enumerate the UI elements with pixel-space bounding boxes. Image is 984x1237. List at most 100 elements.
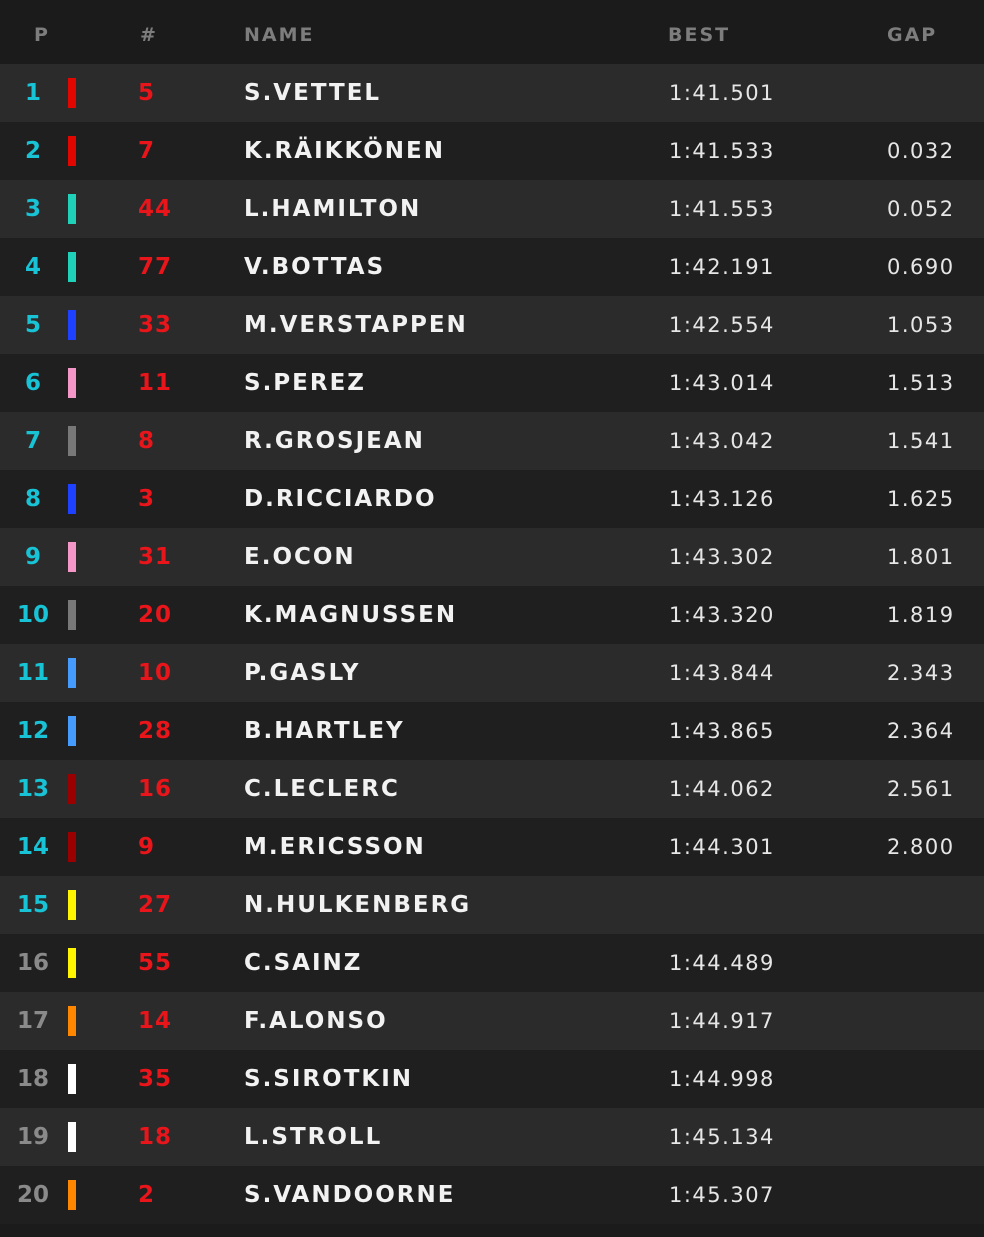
position-cell: 10 (16, 602, 49, 628)
best-time-cell: 1:44.301 (669, 835, 775, 859)
driver-name-cell: V.BOTTAS (244, 254, 386, 280)
driver-name-cell: M.VERSTAPPEN (244, 312, 468, 338)
table-row[interactable]: 7 8 R.GROSJEAN 1:43.042 1.541 (0, 412, 984, 470)
driver-name-cell: S.VETTEL (244, 80, 382, 106)
driver-name-cell: M.ERICSSON (244, 834, 426, 860)
team-color-bar (68, 890, 76, 920)
car-number-cell: 3 (138, 486, 156, 512)
position-cell: 16 (16, 950, 49, 976)
position-cell: 18 (16, 1066, 49, 1092)
table-row[interactable]: 1 5 S.VETTEL 1:41.501 (0, 64, 984, 122)
team-color-bar (68, 600, 76, 630)
team-color-bar (68, 774, 76, 804)
gap-cell: 0.690 (887, 255, 955, 279)
driver-name-cell: C.SAINZ (244, 950, 363, 976)
position-cell: 15 (16, 892, 49, 918)
table-row[interactable]: 11 10 P.GASLY 1:43.844 2.343 (0, 644, 984, 702)
gap-cell: 1.801 (887, 545, 955, 569)
driver-name-cell: S.PEREZ (244, 370, 366, 396)
car-number-cell: 44 (138, 196, 173, 222)
team-color-bar (68, 310, 76, 340)
table-row[interactable]: 14 9 M.ERICSSON 1:44.301 2.800 (0, 818, 984, 876)
table-row[interactable]: 4 77 V.BOTTAS 1:42.191 0.690 (0, 238, 984, 296)
position-cell: 6 (24, 370, 41, 396)
best-time-cell: 1:44.998 (669, 1067, 775, 1091)
team-color-bar (68, 542, 76, 572)
position-cell: 5 (24, 312, 41, 338)
position-cell: 1 (24, 80, 41, 106)
team-color-bar (68, 426, 76, 456)
best-time-cell: 1:43.126 (669, 487, 775, 511)
car-number-cell: 28 (138, 718, 173, 744)
gap-cell: 2.343 (887, 661, 955, 685)
team-color-bar (68, 1180, 76, 1210)
position-cell: 7 (24, 428, 41, 454)
car-number-cell: 11 (138, 370, 173, 396)
table-row[interactable]: 9 31 E.OCON 1:43.302 1.801 (0, 528, 984, 586)
team-color-bar (68, 484, 76, 514)
results-list: 1 5 S.VETTEL 1:41.501 2 7 K.RÄIKKÖNEN 1:41.533 0… (0, 64, 984, 1224)
car-number-cell: 16 (138, 776, 173, 802)
position-cell: 13 (16, 776, 49, 802)
table-row[interactable]: 16 55 C.SAINZ 1:44.489 (0, 934, 984, 992)
driver-name-cell: N.HULKENBERG (244, 892, 472, 918)
driver-name-cell: E.OCON (244, 544, 356, 570)
car-number-cell: 14 (138, 1008, 173, 1034)
best-time-cell: 1:43.014 (669, 371, 775, 395)
table-row[interactable]: 13 16 C.LECLERC 1:44.062 2.561 (0, 760, 984, 818)
best-time-cell: 1:41.553 (669, 197, 775, 221)
best-time-cell: 1:45.307 (669, 1183, 775, 1207)
table-row[interactable]: 18 35 S.SIROTKIN 1:44.998 (0, 1050, 984, 1108)
table-row[interactable]: 15 27 N.HULKENBERG (0, 876, 984, 934)
table-row[interactable]: 17 14 F.ALONSO 1:44.917 (0, 992, 984, 1050)
position-cell: 3 (24, 196, 41, 222)
car-number-cell: 7 (138, 138, 156, 164)
driver-name-cell: P.GASLY (244, 660, 361, 686)
table-row[interactable]: 19 18 L.STROLL 1:45.134 (0, 1108, 984, 1166)
position-cell: 9 (24, 544, 41, 570)
best-time-cell: 1:43.302 (669, 545, 775, 569)
team-color-bar (68, 252, 76, 282)
position-cell: 17 (16, 1008, 49, 1034)
team-color-bar (68, 658, 76, 688)
header-best: BEST (668, 24, 731, 46)
best-time-cell: 1:44.489 (669, 951, 775, 975)
table-row[interactable]: 2 7 K.RÄIKKÖNEN 1:41.533 0.032 (0, 122, 984, 180)
driver-name-cell: C.LECLERC (244, 776, 400, 802)
table-row[interactable]: 5 33 M.VERSTAPPEN 1:42.554 1.053 (0, 296, 984, 354)
table-row[interactable]: 20 2 S.VANDOORNE 1:45.307 (0, 1166, 984, 1224)
car-number-cell: 35 (138, 1066, 173, 1092)
gap-cell: 2.561 (887, 777, 955, 801)
best-time-cell: 1:45.134 (669, 1125, 775, 1149)
table-row[interactable]: 10 20 K.MAGNUSSEN 1:43.320 1.819 (0, 586, 984, 644)
table-row[interactable]: 12 28 B.HARTLEY 1:43.865 2.364 (0, 702, 984, 760)
best-time-cell: 1:43.320 (669, 603, 775, 627)
team-color-bar (68, 136, 76, 166)
best-time-cell: 1:42.191 (669, 255, 775, 279)
header-name: NAME (244, 24, 315, 46)
position-cell: 2 (24, 138, 41, 164)
position-cell: 8 (24, 486, 41, 512)
car-number-cell: 27 (138, 892, 173, 918)
driver-name-cell: K.RÄIKKÖNEN (244, 138, 446, 164)
driver-name-cell: D.RICCIARDO (244, 486, 437, 512)
table-row[interactable]: 3 44 L.HAMILTON 1:41.553 0.052 (0, 180, 984, 238)
team-color-bar (68, 948, 76, 978)
team-color-bar (68, 832, 76, 862)
team-color-bar (68, 1064, 76, 1094)
table-row[interactable]: 6 11 S.PEREZ 1:43.014 1.513 (0, 354, 984, 412)
gap-cell: 1.819 (887, 603, 955, 627)
table-row[interactable]: 8 3 D.RICCIARDO 1:43.126 1.625 (0, 470, 984, 528)
best-time-cell: 1:43.865 (669, 719, 775, 743)
car-number-cell: 77 (138, 254, 173, 280)
gap-cell: 0.052 (887, 197, 955, 221)
car-number-cell: 33 (138, 312, 173, 338)
car-number-cell: 8 (138, 428, 156, 454)
best-time-cell: 1:43.844 (669, 661, 775, 685)
gap-cell: 1.625 (887, 487, 955, 511)
position-cell: 14 (16, 834, 49, 860)
car-number-cell: 5 (138, 80, 156, 106)
position-cell: 19 (16, 1124, 49, 1150)
gap-cell: 0.032 (887, 139, 955, 163)
gap-cell: 2.364 (887, 719, 955, 743)
